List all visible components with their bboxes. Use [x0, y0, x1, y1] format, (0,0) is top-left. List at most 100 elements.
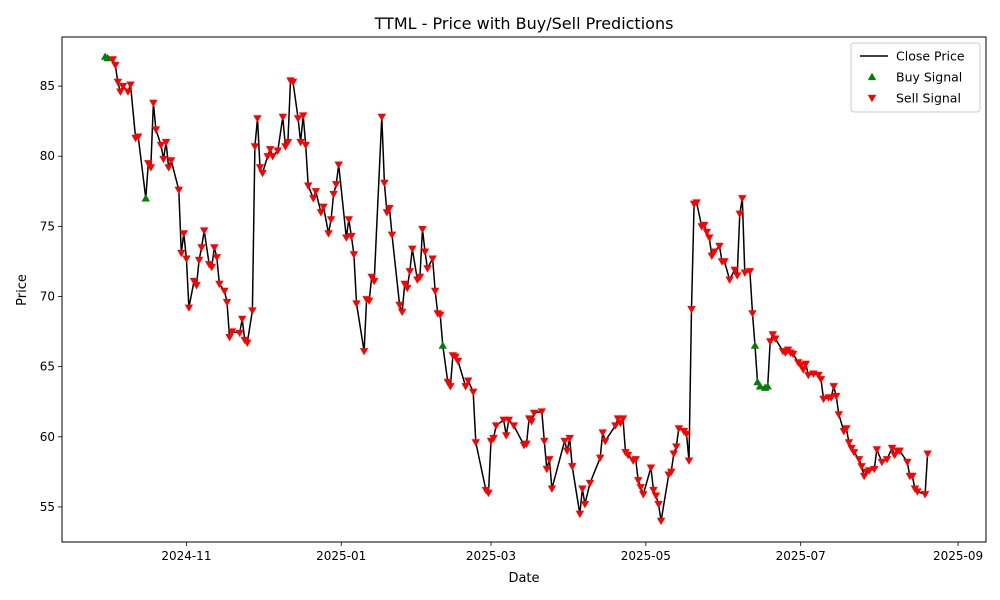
sell-signal-marker: [908, 472, 917, 481]
sell-signal-marker: [814, 371, 823, 380]
sell-signal-marker: [738, 195, 747, 203]
sell-signal-marker: [575, 510, 585, 519]
sell-signal-marker: [331, 181, 341, 189]
x-tick-label: 2024-11: [161, 549, 211, 563]
sell-signal-marker: [849, 449, 859, 457]
sell-signal-marker: [585, 479, 595, 488]
sell-signal-marker: [296, 139, 305, 147]
plot-area: [100, 52, 932, 526]
sell-signal-marker: [151, 126, 161, 134]
sell-signal-marker: [816, 376, 826, 384]
sell-signal-marker: [197, 244, 206, 252]
sell-signal-marker: [215, 280, 224, 289]
sell-signal-marker: [403, 284, 412, 293]
sell-signal-marker: [451, 353, 460, 362]
sell-signal-marker: [631, 456, 640, 464]
sell-signal-marker: [210, 244, 219, 252]
sell-signal-marker: [319, 203, 328, 211]
sell-signal-marker: [601, 437, 610, 446]
sell-signal-marker: [580, 500, 590, 509]
sell-signal-marker: [420, 248, 430, 256]
sell-signal-marker: [733, 272, 742, 280]
sell-signal-marker: [872, 446, 882, 454]
sell-signal-marker: [364, 297, 374, 305]
sell-signal-marker: [895, 447, 904, 456]
sell-signal-marker: [870, 465, 879, 474]
sell-signal-marker: [156, 141, 166, 150]
sell-signal-marker: [842, 425, 851, 433]
sell-signal-marker: [293, 115, 303, 123]
sell-signal-marker: [471, 439, 480, 447]
sell-signal-marker: [920, 491, 930, 499]
legend-box: [850, 42, 981, 113]
sell-signal-marker: [461, 383, 470, 391]
sell-signal-marker: [847, 444, 856, 453]
sell-signal-marker: [882, 456, 892, 464]
sell-signal-marker: [877, 458, 887, 467]
buy-signal-marker: [755, 382, 765, 390]
sell-signal-marker: [225, 334, 234, 342]
chart-title: TTML - Price with Buy/Sell Predictions: [374, 14, 674, 33]
sell-signal-marker: [258, 169, 267, 178]
y-tick-label: 75: [40, 219, 55, 233]
sell-signal-marker: [796, 362, 805, 370]
x-axis-label: Date: [508, 571, 539, 586]
sell-signal-marker: [651, 492, 661, 500]
sell-signal-marker: [857, 463, 866, 471]
sell-signal-marker: [611, 422, 620, 430]
sell-signal-marker: [702, 228, 711, 237]
sell-signal-marker: [826, 394, 836, 402]
legend: Close Price Buy Signal Sell Signal: [850, 42, 981, 113]
sell-signal-marker: [329, 190, 338, 199]
sell-signal-marker: [646, 464, 656, 472]
sell-signal-marker: [288, 78, 298, 87]
sell-signal-marker: [595, 454, 605, 463]
sell-signal-marker: [118, 82, 128, 91]
sell-signal-marker: [415, 273, 425, 282]
sell-signal-marker: [311, 188, 321, 196]
sell-signal-marker: [349, 251, 359, 259]
sell-signal-marker: [199, 227, 209, 235]
sell-signal-marker: [674, 425, 684, 433]
sell-signal-marker: [149, 99, 158, 108]
sell-signal-marker: [684, 457, 694, 465]
x-tick-label: 2025-05: [621, 549, 671, 563]
sell-signal-marker: [913, 488, 922, 496]
sell-signal-marker: [326, 216, 336, 224]
sell-signal-marker: [545, 456, 554, 464]
sell-signal-marker: [715, 242, 724, 251]
sell-signal-marker: [324, 230, 333, 238]
sell-signal-marker: [192, 282, 201, 290]
sell-signal-marker: [164, 164, 173, 172]
sell-signal-marker: [725, 276, 734, 284]
sell-signal-marker: [578, 485, 587, 493]
sell-signal-marker: [301, 141, 310, 150]
sell-signal-marker: [159, 155, 168, 164]
sell-signal-marker: [865, 467, 874, 475]
sell-signal-marker: [235, 329, 244, 338]
sell-signal-marker: [562, 447, 572, 456]
y-tick-label: 65: [40, 360, 55, 374]
sell-signal-marker: [829, 383, 838, 391]
sell-signal-marker: [194, 256, 204, 265]
sell-signal-marker: [527, 418, 536, 426]
sell-signal-marker: [116, 88, 125, 96]
x-tick-label: 2025-03: [466, 549, 516, 563]
sell-signal-marker: [540, 437, 549, 446]
y-tick-label: 85: [40, 79, 55, 93]
sell-signal-marker: [618, 415, 628, 423]
sell-signal-marker: [395, 301, 404, 310]
sell-signal-marker: [184, 304, 194, 312]
buy-signal-marker: [103, 53, 112, 62]
sell-signal-marker: [227, 328, 237, 336]
sell-signal-marker: [344, 216, 354, 224]
sell-signal-marker: [248, 307, 257, 315]
sell-signal-marker: [710, 248, 719, 256]
sell-signal-marker: [735, 210, 744, 218]
legend-sell-marker: [867, 94, 877, 103]
sell-signal-marker: [298, 112, 308, 120]
sell-signal-marker: [380, 179, 389, 188]
sell-signal-marker: [542, 465, 552, 474]
sell-signal-marker: [768, 331, 777, 339]
sell-signal-marker: [126, 81, 135, 89]
